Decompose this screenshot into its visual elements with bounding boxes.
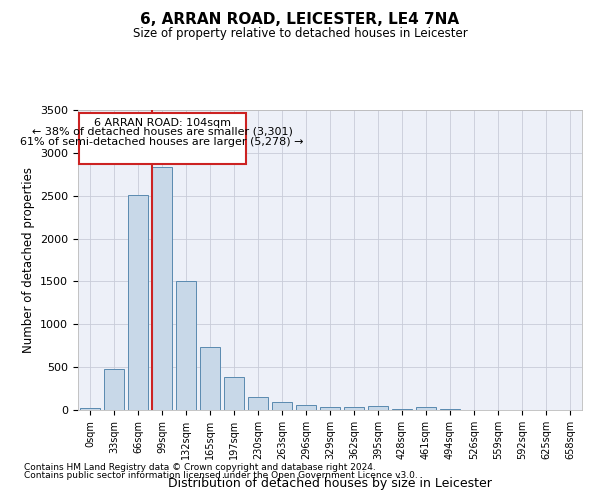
- Text: Contains HM Land Registry data © Crown copyright and database right 2024.: Contains HM Land Registry data © Crown c…: [24, 462, 376, 471]
- Bar: [104, 369, 124, 410]
- Text: 6, ARRAN ROAD, LEICESTER, LE4 7NA: 6, ARRAN ROAD, LEICESTER, LE4 7NA: [140, 12, 460, 28]
- Bar: [224, 376, 244, 410]
- Bar: [296, 406, 316, 410]
- Bar: [344, 408, 364, 410]
- Bar: [80, 408, 100, 410]
- Text: Contains public sector information licensed under the Open Government Licence v3: Contains public sector information licen…: [24, 472, 418, 480]
- Bar: [272, 402, 292, 410]
- Bar: [320, 406, 340, 410]
- Bar: [200, 346, 220, 410]
- Bar: [440, 409, 460, 410]
- Bar: [392, 408, 412, 410]
- Bar: [128, 195, 148, 410]
- Text: Distribution of detached houses by size in Leicester: Distribution of detached houses by size …: [168, 477, 492, 490]
- Bar: [368, 406, 388, 410]
- Bar: [152, 168, 172, 410]
- Text: Size of property relative to detached houses in Leicester: Size of property relative to detached ho…: [133, 28, 467, 40]
- Bar: [79, 112, 246, 164]
- Text: ← 38% of detached houses are smaller (3,301): ← 38% of detached houses are smaller (3,…: [32, 126, 292, 136]
- Bar: [176, 282, 196, 410]
- Bar: [248, 397, 268, 410]
- Text: 6 ARRAN ROAD: 104sqm: 6 ARRAN ROAD: 104sqm: [94, 118, 230, 128]
- Y-axis label: Number of detached properties: Number of detached properties: [22, 167, 35, 353]
- Bar: [416, 408, 436, 410]
- Text: 61% of semi-detached houses are larger (5,278) →: 61% of semi-detached houses are larger (…: [20, 136, 304, 146]
